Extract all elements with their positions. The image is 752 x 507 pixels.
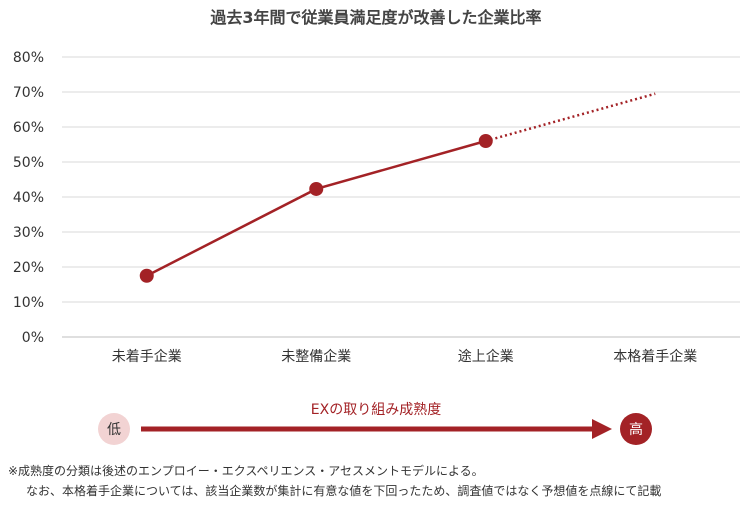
footnote: ※成熟度の分類は後述のエンプロイー・エクスペリエンス・アセスメントモデルによる。… [8, 461, 752, 501]
y-tick-label: 80% [13, 50, 44, 66]
series-line [146, 139, 487, 277]
data-point [139, 268, 154, 283]
x-category-label: 途上企業 [458, 348, 514, 365]
maturity-label: EXの取り組み成熟度 [311, 402, 441, 418]
chart-title: 過去3年間で従業員満足度が改善した企業比率 [209, 8, 541, 27]
footnote-line-1: ※成熟度の分類は後述のエンプロイー・エクスペリエンス・アセスメントモデルによる。 [8, 464, 484, 478]
low-label: 低 [107, 422, 121, 438]
y-tick-label: 30% [13, 225, 44, 241]
y-tick-label: 40% [13, 190, 44, 206]
chart: 過去3年間で従業員満足度が改善した企業比率 0% 10% 20% 30% 40% 50% 6… [13, 8, 740, 445]
y-tick-label: 70% [13, 85, 44, 101]
maturity-scale: EXの取り組み成熟度 低 高 [98, 402, 652, 445]
footnote-line-2: なお、本格着手企業については、該当企業数が集計に有意な値を下回ったため、調査値で… [26, 484, 662, 498]
grid [62, 56, 740, 303]
data-point [309, 181, 324, 196]
maturity-arrow-head [592, 419, 612, 439]
y-tick-label: 60% [13, 120, 44, 136]
series-line-estimated [485, 92, 656, 143]
high-circle [620, 413, 652, 445]
x-category-label: 未着手企業 [112, 348, 182, 365]
x-category-label: 未整備企業 [281, 348, 351, 365]
y-tick-label: 50% [13, 155, 44, 171]
high-label: 高 [629, 421, 643, 438]
series [139, 92, 656, 283]
low-circle [98, 413, 130, 445]
y-tick-label: 0% [22, 330, 44, 346]
y-tick-label: 10% [13, 295, 44, 311]
axes: 0% 10% 20% 30% 40% 50% 60% 70% 80% 未着手企業 未整備企業 途上企業… [13, 50, 740, 365]
y-tick-label: 20% [13, 260, 44, 276]
x-category-label: 本格着手企業 [613, 348, 697, 365]
data-point [478, 134, 493, 148]
